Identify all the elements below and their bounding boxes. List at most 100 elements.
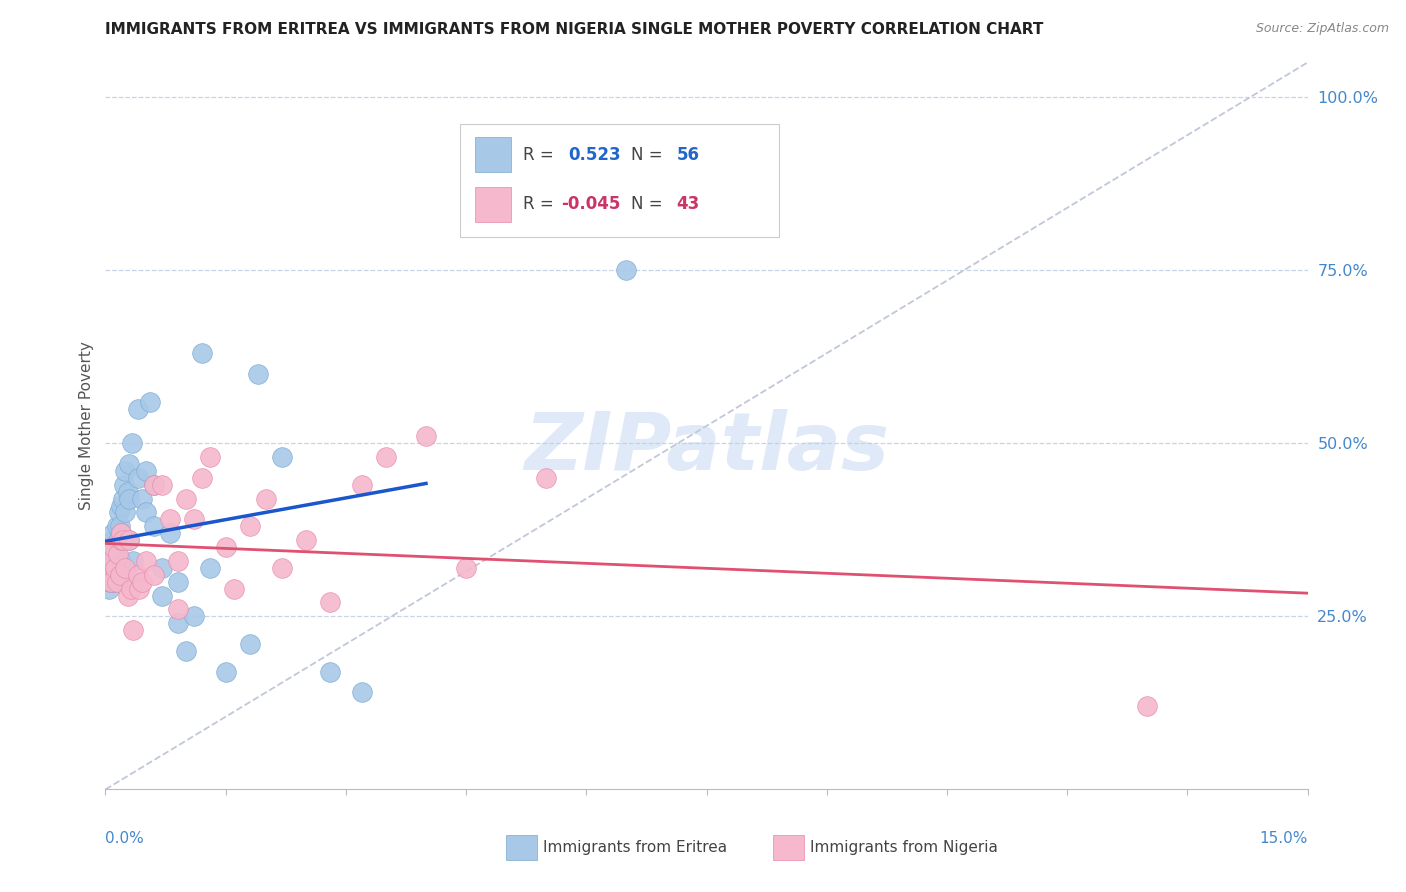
- Point: [190, 346, 212, 360]
- Point: [121, 436, 143, 450]
- Point: [135, 554, 157, 568]
- Text: -0.045: -0.045: [561, 195, 620, 213]
- Text: Immigrants from Eritrea: Immigrants from Eritrea: [543, 840, 727, 855]
- Text: ZIPatlas: ZIPatlas: [524, 409, 889, 487]
- Point: [118, 533, 141, 548]
- Point: [142, 477, 165, 491]
- Point: [117, 589, 139, 603]
- Point: [98, 561, 121, 575]
- Point: [214, 540, 236, 554]
- Point: [97, 547, 120, 561]
- Point: [97, 567, 120, 582]
- Point: [166, 554, 188, 568]
- Y-axis label: Single Mother Poverty: Single Mother Poverty: [79, 342, 94, 510]
- Text: IMMIGRANTS FROM ERITREA VS IMMIGRANTS FROM NIGERIA SINGLE MOTHER POVERTY CORRELA: IMMIGRANTS FROM ERITREA VS IMMIGRANTS FR…: [105, 22, 1043, 37]
- Point: [127, 567, 149, 582]
- Point: [110, 499, 132, 513]
- Text: 0.523: 0.523: [568, 145, 621, 164]
- Point: [96, 567, 118, 582]
- Point: [214, 665, 236, 679]
- Point: [105, 519, 128, 533]
- Point: [98, 574, 121, 589]
- Point: [198, 561, 221, 575]
- Point: [97, 582, 120, 596]
- Point: [150, 589, 173, 603]
- Point: [166, 616, 188, 631]
- Point: [107, 533, 129, 548]
- Point: [138, 394, 160, 409]
- Point: [142, 567, 165, 582]
- Point: [150, 477, 173, 491]
- Text: 43: 43: [676, 195, 700, 213]
- Point: [174, 644, 197, 658]
- Point: [100, 574, 122, 589]
- Point: [100, 540, 122, 554]
- Point: [135, 506, 157, 520]
- Point: [110, 533, 132, 548]
- Point: [103, 540, 125, 554]
- Text: Source: ZipAtlas.com: Source: ZipAtlas.com: [1256, 22, 1389, 36]
- Point: [112, 491, 135, 506]
- Point: [159, 526, 181, 541]
- Point: [120, 582, 142, 596]
- Point: [616, 263, 638, 277]
- Point: [142, 519, 165, 533]
- Point: [101, 554, 124, 568]
- Point: [127, 471, 149, 485]
- Point: [246, 367, 269, 381]
- Text: 15.0%: 15.0%: [1260, 831, 1308, 847]
- Text: 56: 56: [676, 145, 699, 164]
- Point: [183, 609, 205, 624]
- Point: [270, 561, 292, 575]
- Point: [166, 602, 188, 616]
- Point: [121, 554, 143, 568]
- Point: [174, 491, 197, 506]
- Point: [110, 526, 132, 541]
- Point: [222, 582, 245, 596]
- Point: [110, 554, 132, 568]
- Point: [319, 665, 342, 679]
- Point: [122, 623, 145, 637]
- Point: [131, 491, 153, 506]
- Text: N =: N =: [631, 145, 668, 164]
- Point: [108, 519, 131, 533]
- Text: N =: N =: [631, 195, 668, 213]
- Point: [127, 401, 149, 416]
- Text: 0.0%: 0.0%: [105, 831, 145, 847]
- Point: [135, 464, 157, 478]
- Text: Immigrants from Nigeria: Immigrants from Nigeria: [810, 840, 998, 855]
- Point: [183, 512, 205, 526]
- Point: [107, 574, 129, 589]
- Point: [159, 512, 181, 526]
- Point: [114, 506, 136, 520]
- Text: R =: R =: [523, 145, 558, 164]
- Point: [1136, 699, 1159, 714]
- Point: [118, 457, 141, 471]
- Point: [108, 506, 131, 520]
- FancyBboxPatch shape: [474, 186, 510, 221]
- Point: [103, 574, 125, 589]
- Point: [98, 554, 121, 568]
- Point: [270, 450, 292, 464]
- Point: [104, 540, 127, 554]
- Point: [166, 574, 188, 589]
- Point: [128, 582, 150, 596]
- FancyBboxPatch shape: [460, 124, 779, 237]
- Point: [198, 450, 221, 464]
- Point: [112, 533, 135, 548]
- Point: [103, 526, 125, 541]
- Point: [374, 450, 398, 464]
- Point: [319, 595, 342, 609]
- Point: [454, 561, 477, 575]
- Point: [117, 484, 139, 499]
- Point: [122, 574, 145, 589]
- Point: [107, 547, 129, 561]
- Point: [415, 429, 437, 443]
- Point: [103, 554, 125, 568]
- Point: [108, 567, 131, 582]
- Point: [534, 471, 557, 485]
- FancyBboxPatch shape: [474, 137, 510, 172]
- Point: [118, 491, 141, 506]
- Point: [190, 471, 212, 485]
- Point: [142, 477, 165, 491]
